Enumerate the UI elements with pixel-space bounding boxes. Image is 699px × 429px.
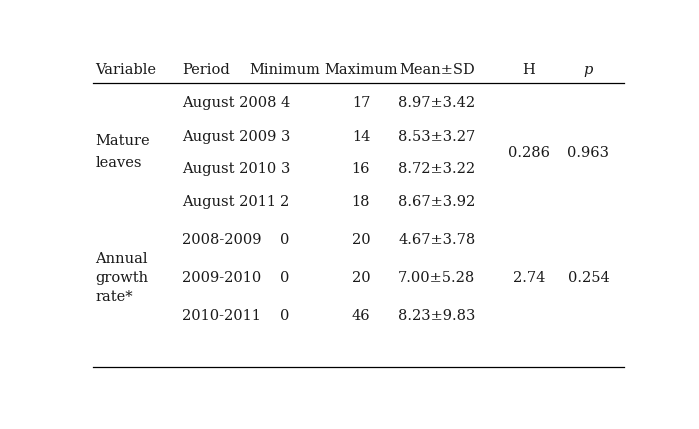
Text: August 2011: August 2011 [182, 195, 276, 209]
Text: 3: 3 [280, 130, 290, 145]
Text: 2008-2009: 2008-2009 [182, 233, 261, 247]
Text: August 2009: August 2009 [182, 130, 277, 145]
Text: 14: 14 [352, 130, 370, 145]
Text: 16: 16 [352, 162, 370, 176]
Text: 17: 17 [352, 96, 370, 110]
Text: 0.286: 0.286 [508, 146, 550, 160]
Text: 18: 18 [352, 195, 370, 209]
Text: 8.67±3.92: 8.67±3.92 [398, 195, 475, 209]
Text: p: p [584, 63, 593, 77]
Text: 2.74: 2.74 [512, 271, 545, 285]
Text: Annual: Annual [96, 251, 148, 266]
Text: Mature: Mature [96, 135, 150, 148]
Text: August 2008: August 2008 [182, 96, 277, 110]
Text: 0.254: 0.254 [568, 271, 610, 285]
Text: Maximum: Maximum [324, 63, 398, 77]
Text: 46: 46 [352, 309, 370, 323]
Text: 8.97±3.42: 8.97±3.42 [398, 96, 475, 110]
Text: 2010-2011: 2010-2011 [182, 309, 261, 323]
Text: 8.53±3.27: 8.53±3.27 [398, 130, 475, 145]
Text: 0.963: 0.963 [568, 146, 610, 160]
Text: rate*: rate* [96, 290, 133, 304]
Text: 4: 4 [280, 96, 289, 110]
Text: 2009-2010: 2009-2010 [182, 271, 261, 285]
Text: 20: 20 [352, 233, 370, 247]
Text: 7.00±5.28: 7.00±5.28 [398, 271, 475, 285]
Text: leaves: leaves [96, 156, 142, 170]
Text: growth: growth [96, 271, 149, 285]
Text: 8.23±9.83: 8.23±9.83 [398, 309, 475, 323]
Text: 20: 20 [352, 271, 370, 285]
Text: 0: 0 [280, 309, 290, 323]
Text: H: H [523, 63, 535, 77]
Text: 0: 0 [280, 271, 290, 285]
Text: Mean±SD: Mean±SD [399, 63, 475, 77]
Text: 0: 0 [280, 233, 290, 247]
Text: Minimum: Minimum [250, 63, 321, 77]
Text: Period: Period [182, 63, 230, 77]
Text: 2: 2 [280, 195, 289, 209]
Text: 3: 3 [280, 162, 290, 176]
Text: August 2010: August 2010 [182, 162, 276, 176]
Text: 8.72±3.22: 8.72±3.22 [398, 162, 475, 176]
Text: 4.67±3.78: 4.67±3.78 [398, 233, 475, 247]
Text: Variable: Variable [96, 63, 157, 77]
